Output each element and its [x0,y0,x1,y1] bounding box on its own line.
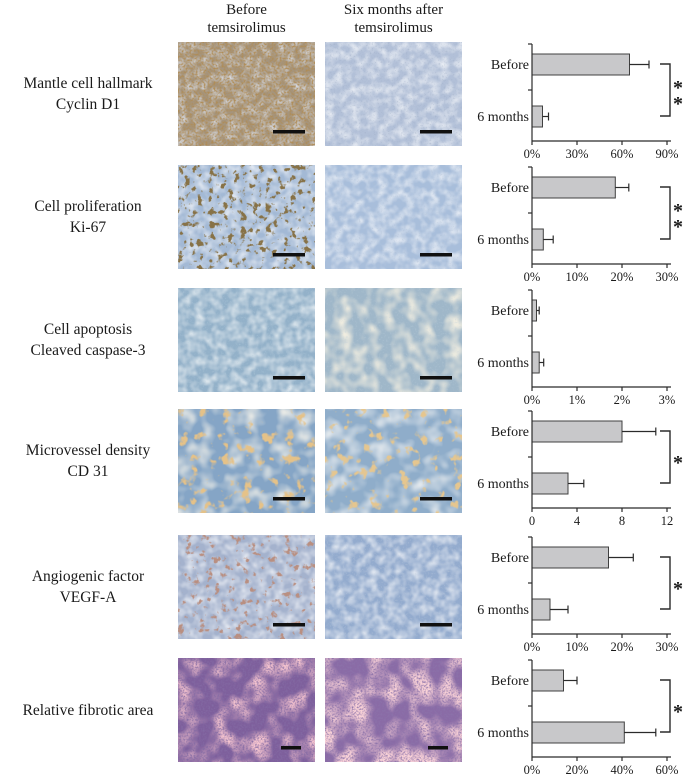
svg-text:6 months: 6 months [477,110,529,125]
svg-text:*: * [673,93,683,115]
svg-text:10%: 10% [566,640,589,654]
row-chart: 0 4 8 12 Before 6 months * [468,409,685,533]
svg-text:*: * [673,216,683,238]
row-label-line2: VEGF-A [59,589,117,606]
row-label-line2: Cyclin D1 [55,96,121,113]
micrograph-after [325,42,462,146]
micrograph-before [178,535,315,639]
row-label: Relative fibrotic area [0,658,176,762]
svg-text:*: * [673,578,683,600]
svg-text:0%: 0% [524,147,541,161]
micrograph-before [178,42,315,146]
micrograph-after [325,658,462,762]
row-label: Cell proliferation Ki-67 [0,165,176,269]
column-header-after-line1: Six months after [343,2,444,18]
row-label-line1: Cell proliferation [34,198,142,215]
svg-text:6 months: 6 months [477,603,529,618]
row-label: Cell apoptosis Cleaved caspase-3 [0,288,176,392]
column-header-after-line2: temsirolimus [354,19,433,36]
svg-text:Before: Before [491,58,529,73]
micrograph-before [178,165,315,269]
micrograph-before [178,658,315,762]
svg-text:0%: 0% [524,763,541,777]
svg-text:Before: Before [491,181,529,196]
row-chart: 0% 10% 20% 30% Before 6 months * [468,535,685,659]
svg-text:6 months: 6 months [477,726,529,741]
svg-text:6 months: 6 months [477,356,529,371]
svg-text:30%: 30% [656,640,679,654]
figure-row: Angiogenic factor VEGF-A 0% 10% 20% 30% Befo… [0,535,685,659]
column-header-after: Six months after temsirolimus [315,2,472,37]
svg-text:30%: 30% [656,270,679,284]
svg-text:8: 8 [619,514,625,528]
svg-text:20%: 20% [611,270,634,284]
row-label-line2: Cleaved caspase-3 [30,342,146,359]
row-label-line1: Mantle cell hallmark [23,75,153,92]
svg-text:*: * [673,701,683,723]
column-header-before-line2: temsirolimus [207,19,286,36]
micrograph-after [325,535,462,639]
svg-text:20%: 20% [611,640,634,654]
svg-text:4: 4 [574,514,581,528]
svg-text:Before: Before [491,674,529,689]
svg-text:1%: 1% [569,393,586,407]
micrograph-before [178,288,315,392]
svg-text:10%: 10% [566,270,589,284]
row-chart: 0% 10% 20% 30% Before 6 months * * [468,165,685,289]
figure-row: Cell proliferation Ki-67 0% 10% 20% 30% Befo… [0,165,685,289]
row-label-line2: CD 31 [67,463,109,480]
svg-text:60%: 60% [656,763,679,777]
micrograph-after [325,409,462,513]
row-chart: 0% 1% 2% 3% Before 6 months [468,288,685,412]
column-header-before: Before temsirolimus [178,2,315,37]
svg-text:0%: 0% [524,640,541,654]
svg-text:40%: 40% [611,763,634,777]
svg-text:0: 0 [529,514,535,528]
row-chart: 0% 20% 40% 60% Before 6 months * [468,658,685,782]
row-label-line1: Cell apoptosis [43,321,133,338]
row-label-line1: Relative fibrotic area [22,701,154,719]
svg-text:0%: 0% [524,393,541,407]
figure-row: Cell apoptosis Cleaved caspase-3 0% 1% 2% 3… [0,288,685,412]
micrograph-before [178,409,315,513]
svg-text:6 months: 6 months [477,477,529,492]
svg-text:Before: Before [491,551,529,566]
svg-text:60%: 60% [611,147,634,161]
svg-text:Before: Before [491,425,529,440]
row-label: Angiogenic factor VEGF-A [0,535,176,639]
figure-row: Microvessel density CD 31 0 4 8 12 Before 6 m… [0,409,685,533]
row-label: Mantle cell hallmark Cyclin D1 [0,42,176,146]
svg-text:2%: 2% [614,393,631,407]
micrograph-after [325,165,462,269]
svg-text:12: 12 [661,514,674,528]
micrograph-after [325,288,462,392]
svg-text:*: * [673,77,683,99]
row-label: Microvessel density CD 31 [0,409,176,513]
svg-text:30%: 30% [566,147,589,161]
svg-text:20%: 20% [566,763,589,777]
row-label-line1: Angiogenic factor [31,568,145,585]
row-chart: 0% 30% 60% 90% Before 6 months * * [468,42,685,166]
row-label-line1: Microvessel density [25,442,151,459]
svg-text:6 months: 6 months [477,233,529,248]
figure-row: Relative fibrotic area 0% 20% 40% 60% Before… [0,658,685,782]
svg-text:90%: 90% [656,147,679,161]
row-label-line2: Ki-67 [69,219,107,236]
svg-text:0%: 0% [524,270,541,284]
svg-text:*: * [673,200,683,222]
column-header-before-line1: Before [226,2,267,18]
svg-text:3%: 3% [659,393,676,407]
svg-text:*: * [673,452,683,474]
figure-row: Mantle cell hallmark Cyclin D1 0% 30% 60% 9… [0,42,685,166]
svg-text:Before: Before [491,304,529,319]
